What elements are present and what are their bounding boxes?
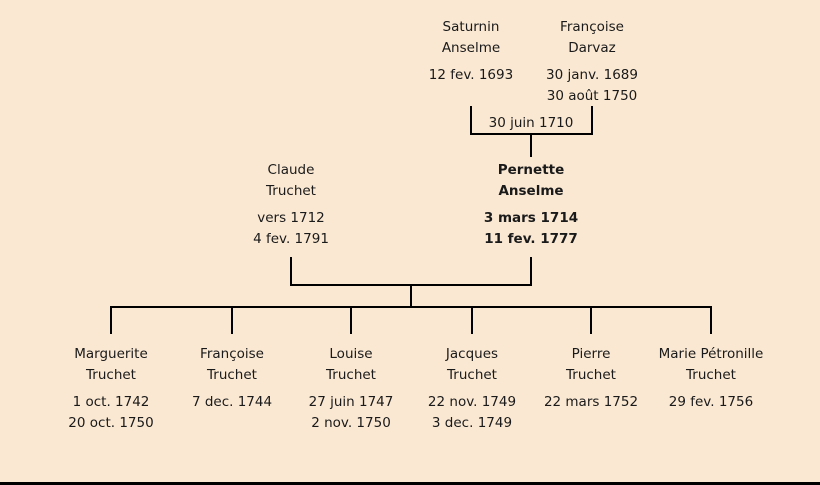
gen1-father-descent-line xyxy=(470,106,472,135)
name-line-2: Truchet xyxy=(686,367,736,383)
date-line-1: 27 juin 1747 xyxy=(308,394,394,410)
name-line-2: Anselme xyxy=(498,183,564,199)
person-jacques-truchet[interactable]: Jacques Truchet 22 nov. 1749 3 dec. 1749 xyxy=(428,344,516,434)
date-line-1: 22 mars 1752 xyxy=(543,394,639,410)
date-line-1: 1 oct. 1742 xyxy=(72,394,150,410)
person-pernette-anselme[interactable]: Pernette Anselme 3 mars 1714 11 fev. 177… xyxy=(484,160,578,250)
date-line-2: 11 fev. 1777 xyxy=(484,231,578,247)
date-line-1: 30 janv. 1689 xyxy=(546,67,638,83)
child-drop-line-4 xyxy=(471,308,473,334)
name-line-1: Louise xyxy=(329,346,373,362)
gen1-marriage-line xyxy=(470,133,593,135)
name-line-1: Marie Pétronille xyxy=(658,346,764,362)
name-line-1: Pierre xyxy=(571,346,611,362)
date-line-1: 29 fev. 1756 xyxy=(668,394,754,410)
name-line-1: Jacques xyxy=(445,346,499,362)
name-line-2: Darvaz xyxy=(568,40,616,56)
person-pierre-truchet[interactable]: Pierre Truchet 22 mars 1752 xyxy=(544,344,638,413)
sibling-line xyxy=(110,306,712,308)
date-line-1: 12 fev. 1693 xyxy=(428,67,514,83)
date-line-1: vers 1712 xyxy=(257,210,325,226)
child-drop-line-5 xyxy=(590,308,592,334)
bottom-border-line xyxy=(0,482,820,485)
date-line-1: 7 dec. 1744 xyxy=(191,394,273,410)
name-line-2: Truchet xyxy=(207,367,257,383)
date-line-1: 3 mars 1714 xyxy=(483,210,579,226)
gen1-mother-descent-line xyxy=(591,106,593,135)
date-line-2: 3 dec. 1749 xyxy=(431,415,513,431)
name-line-2: Truchet xyxy=(447,367,497,383)
person-francoise-truchet[interactable]: Françoise Truchet 7 dec. 1744 xyxy=(192,344,272,413)
person-marguerite-truchet[interactable]: Marguerite Truchet 1 oct. 1742 20 oct. 1… xyxy=(68,344,153,434)
person-louise-truchet[interactable]: Louise Truchet 27 juin 1747 2 nov. 1750 xyxy=(309,344,394,434)
name-line-1: Pernette xyxy=(497,162,565,178)
child-drop-line-1 xyxy=(110,308,112,334)
date-line-2: 30 août 1750 xyxy=(546,88,638,104)
name-line-2: Truchet xyxy=(266,183,316,199)
person-saturnin-anselme[interactable]: Saturnin Anselme 12 fev. 1693 xyxy=(429,17,513,86)
name-line-1: Françoise xyxy=(560,19,624,35)
name-line-2: Truchet xyxy=(566,367,616,383)
person-francoise-darvaz[interactable]: Françoise Darvaz 30 janv. 1689 30 août 1… xyxy=(546,17,638,107)
gen1-marriage-date-label: 30 juin 1710 xyxy=(488,115,574,131)
name-line-1: Claude xyxy=(267,162,315,178)
child-drop-line-3 xyxy=(350,308,352,334)
name-line-1: Saturnin xyxy=(442,19,500,35)
gen2-marriage-line xyxy=(290,284,532,286)
name-line-2: Truchet xyxy=(326,367,376,383)
date-line-2: 4 fev. 1791 xyxy=(253,231,329,247)
gen2-father-descent-line xyxy=(290,257,292,286)
date-line-2: 2 nov. 1750 xyxy=(311,415,391,431)
gen2-mother-descent-line xyxy=(530,257,532,286)
date-line-1: 22 nov. 1749 xyxy=(427,394,517,410)
name-line-2: Anselme xyxy=(441,40,501,56)
gen2-child-drop-line xyxy=(410,286,412,306)
name-line-1: Marguerite xyxy=(74,346,148,362)
date-line-2: 20 oct. 1750 xyxy=(68,415,154,431)
person-marie-petronille-truchet[interactable]: Marie Pétronille Truchet 29 fev. 1756 xyxy=(659,344,764,413)
child-drop-line-6 xyxy=(710,308,712,334)
gen1-child-drop-line xyxy=(530,135,532,157)
name-line-1: Françoise xyxy=(200,346,264,362)
child-drop-line-2 xyxy=(231,308,233,334)
name-line-2: Truchet xyxy=(86,367,136,383)
person-claude-truchet[interactable]: Claude Truchet vers 1712 4 fev. 1791 xyxy=(253,160,329,250)
